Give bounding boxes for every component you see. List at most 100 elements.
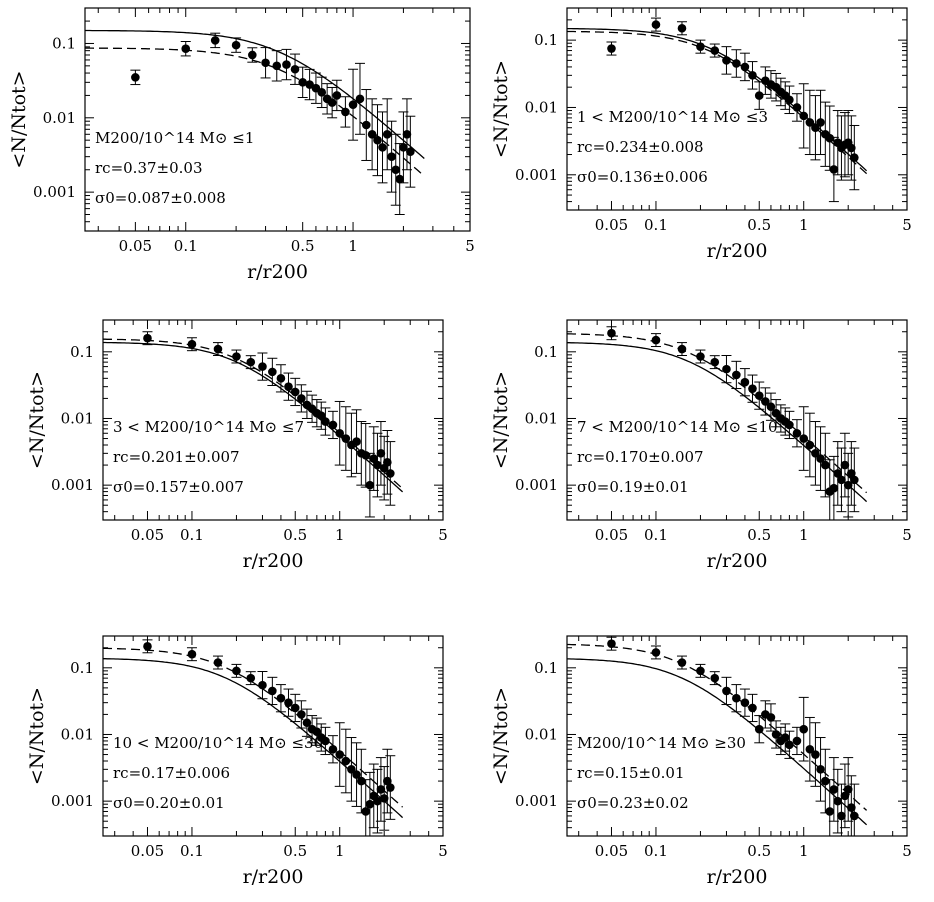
data-point	[367, 98, 378, 171]
data-point	[260, 47, 271, 79]
x-tick-label: 5	[902, 216, 912, 234]
annotation-1: 3 < M200/10^14 M⊙ ≤7	[113, 418, 304, 436]
data-point	[377, 111, 388, 184]
data-point	[815, 89, 826, 156]
y-tick-label: 0.1	[534, 31, 558, 49]
y-tick-label: 0.001	[33, 183, 76, 201]
model-curve-solid	[567, 658, 868, 826]
data-point	[839, 763, 850, 829]
annotation-3: σ0=0.136±0.006	[577, 168, 708, 186]
data-point	[815, 426, 826, 491]
x-tick-label: 0.5	[747, 842, 771, 860]
data-point	[676, 342, 687, 357]
data-point	[709, 43, 720, 58]
data-point	[721, 46, 732, 75]
data-point	[271, 50, 282, 82]
data-point	[375, 757, 386, 822]
plot-frame	[566, 319, 908, 521]
x-tick-label: 0.05	[595, 216, 628, 234]
data-point	[849, 124, 860, 191]
data-point	[340, 406, 351, 471]
x-tick-label: 5	[465, 237, 475, 255]
x-tick-label: 5	[902, 526, 912, 544]
data-point	[275, 364, 286, 393]
data-point	[340, 728, 351, 794]
data-point	[130, 69, 141, 86]
x-axis-label: r/r200	[707, 866, 768, 888]
data-point	[606, 636, 617, 651]
data-point	[606, 326, 617, 341]
annotation-3: σ0=0.087±0.008	[95, 189, 226, 207]
data-point	[798, 406, 809, 471]
annotation-1: 7 < M200/10^14 M⊙ ≤10	[577, 418, 778, 436]
annotation-1: M200/10^14 M⊙ ≤1	[95, 129, 254, 147]
data-point	[351, 742, 362, 807]
y-tick-label: 0.01	[525, 725, 558, 743]
x-tick-label: 0.1	[644, 526, 668, 544]
data-point	[771, 399, 782, 428]
data-point	[791, 419, 802, 448]
plot-frame	[102, 635, 444, 837]
plot-frame	[84, 7, 471, 232]
data-point	[747, 61, 758, 90]
data-point	[390, 133, 401, 206]
x-tick-label: 1	[799, 216, 809, 234]
x-tick-label: 1	[799, 526, 809, 544]
data-point	[739, 688, 750, 717]
y-axis-label: <N/Ntot>	[26, 687, 48, 785]
data-point	[405, 115, 416, 188]
data-point	[739, 52, 750, 82]
y-axis-label: <N/Ntot>	[8, 70, 30, 168]
data-point	[275, 684, 286, 713]
plot-frame	[566, 7, 908, 211]
data-point	[368, 426, 379, 491]
x-tick-label: 1	[335, 842, 345, 860]
data-point	[385, 755, 396, 820]
data-point	[849, 783, 860, 836]
annotation-2: rc=0.15±0.01	[577, 764, 685, 782]
x-tick-label: 0.1	[644, 216, 668, 234]
data-point	[290, 377, 301, 407]
x-axis-label: r/r200	[247, 261, 308, 283]
y-tick-label: 0.1	[70, 343, 94, 361]
y-tick-label: 0.01	[43, 109, 76, 127]
data-point	[791, 93, 802, 122]
data-point	[385, 441, 396, 506]
data-point	[296, 384, 307, 413]
data-point	[828, 455, 839, 520]
panel-6: 0.05 0.1 0.5 1 5 0.1 0.01 0.001 r/r200 <N/Ntot> M2…	[490, 635, 912, 888]
data-point	[721, 676, 732, 706]
panel-3: 0.05 0.1 0.5 1 5 0.1 0.01 0.001 r/r200 <N/Ntot> 3 …	[26, 319, 448, 572]
data-point	[804, 412, 815, 478]
data-point	[322, 83, 333, 115]
data-point	[245, 671, 256, 686]
data-point	[754, 715, 765, 744]
data-point	[780, 723, 791, 752]
data-point	[142, 639, 153, 654]
data-point	[386, 120, 397, 193]
y-tick-label: 0.1	[534, 659, 558, 677]
data-point	[210, 32, 221, 49]
annotation-1: M200/10^14 M⊙ ≥30	[577, 734, 746, 752]
annotation-1: 10 < M200/10^14 M⊙ ≤30	[113, 734, 323, 752]
data-point	[650, 17, 661, 32]
y-tick-label: 0.01	[61, 409, 94, 427]
x-tick-label: 0.05	[131, 842, 164, 860]
data-point	[283, 372, 294, 401]
data-point	[849, 447, 860, 513]
data-point	[398, 111, 409, 184]
model-curve-dashed	[566, 333, 868, 494]
data-point	[771, 720, 782, 749]
y-tick-label: 0.1	[534, 343, 558, 361]
data-point	[372, 104, 383, 177]
data-point	[815, 737, 826, 802]
data-point	[695, 663, 706, 678]
panel-1: 0.05 0.1 0.5 1 5 0.1 0.01 0.001 r/r200 <N/Ntot> M2…	[8, 7, 475, 283]
x-tick-label: 0.05	[119, 237, 152, 255]
data-point	[186, 337, 197, 352]
x-tick-label: 5	[438, 526, 448, 544]
data-point	[731, 360, 742, 390]
data-point	[340, 96, 351, 128]
data-point	[798, 696, 809, 762]
